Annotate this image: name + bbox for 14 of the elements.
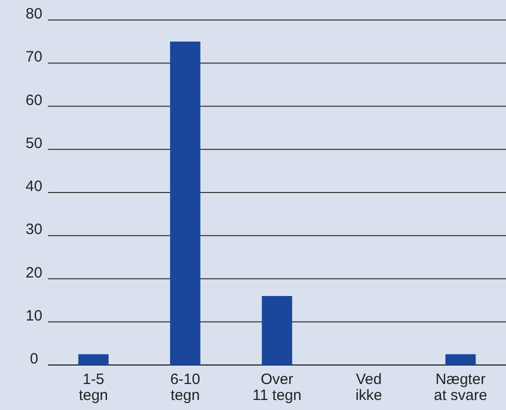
- y-tick-label: 70: [26, 48, 42, 66]
- x-tick-label: 6-10 tegn: [170, 371, 200, 404]
- x-tick-label: Nægter at svare: [434, 371, 488, 404]
- x-tick-label: Ved ikke: [355, 371, 382, 404]
- y-tick-label: 40: [26, 178, 42, 195]
- x-tick-label: 1-5 tegn: [78, 371, 108, 404]
- y-tick-label: 10: [26, 307, 42, 324]
- y-tick-label: 0: [30, 350, 38, 368]
- y-tick-label: 60: [26, 92, 42, 109]
- y-tick-label: 30: [26, 221, 42, 238]
- y-tick-label: 50: [26, 134, 42, 152]
- x-tick-label: Over 11 tegn: [252, 371, 302, 404]
- y-tick-label: 20: [26, 264, 42, 282]
- y-tick-label: 80: [26, 6, 42, 22]
